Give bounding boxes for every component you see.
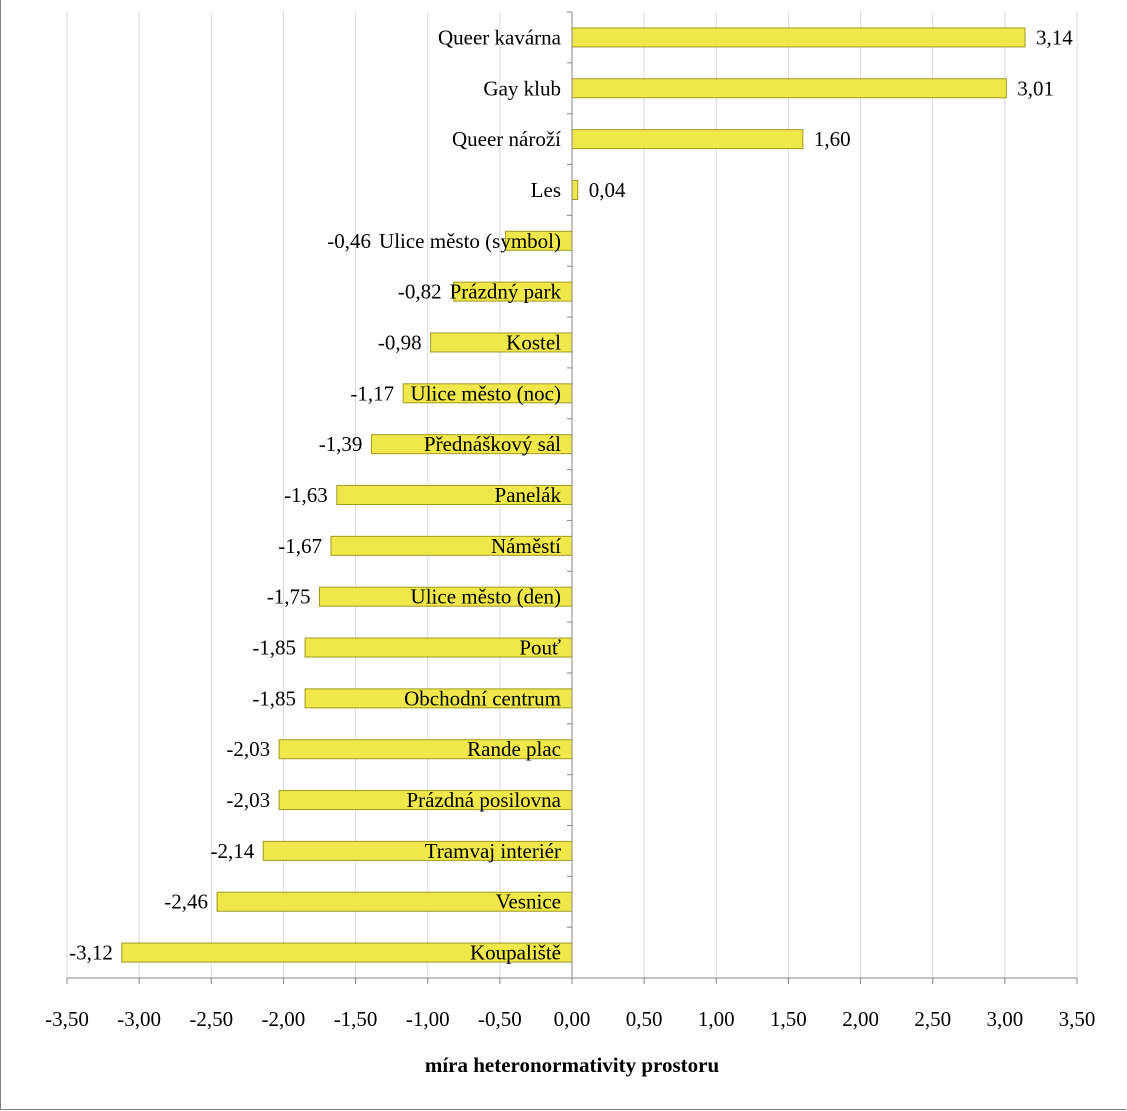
value-label: -2,03 (226, 788, 270, 812)
x-tick-label: 2,50 (914, 1007, 951, 1031)
category-label: Náměstí (491, 534, 561, 558)
value-label: -2,14 (210, 839, 254, 863)
x-tick-label: -2,50 (189, 1007, 233, 1031)
x-tick-label: 1,00 (698, 1007, 735, 1031)
value-label: -1,39 (319, 432, 363, 456)
category-label: Ulice město (noc) (411, 381, 561, 405)
value-label: -1,17 (350, 381, 394, 405)
value-label: -0,82 (398, 280, 442, 304)
category-label: Ulice město (symbol) (379, 229, 561, 253)
category-label: Tramvaj interiér (425, 839, 561, 863)
category-label: Queer kavárna (438, 25, 562, 49)
value-labels: 3,14 3,01 1,60 0,04 -0,46 -0,82 -0,98 -1,17 -1,3… (69, 25, 1073, 964)
axes (66, 11, 1078, 984)
category-labels: Queer kavárna Gay klub Queer nároží Les Ulic… (379, 25, 562, 964)
category-label: Pouť (519, 636, 561, 660)
category-label: Obchodní centrum (404, 686, 561, 710)
x-tick-labels: -3,50 -3,00 -2,50 -2,00 -1,50 -1,00 -0,50 0,00 0… (45, 1007, 1095, 1031)
value-label: -0,98 (378, 330, 422, 354)
x-tick-label: 1,50 (770, 1007, 807, 1031)
category-label: Přednáškový sál (424, 432, 561, 456)
category-label: Kostel (506, 330, 561, 354)
bars (121, 27, 1026, 963)
value-label: -2,03 (226, 737, 270, 761)
x-tick-label: 2,00 (842, 1007, 879, 1031)
category-label: Prázdná posilovna (406, 788, 561, 812)
x-tick-label: -0,50 (478, 1007, 522, 1031)
value-label: -2,46 (164, 890, 208, 914)
x-tick-label: 3,00 (986, 1007, 1023, 1031)
category-label: Prázdný park (450, 280, 562, 304)
x-tick-label: 0,50 (626, 1007, 663, 1031)
value-label: -1,67 (278, 534, 322, 558)
value-label: -3,12 (69, 941, 113, 965)
value-label: 1,60 (814, 127, 851, 151)
value-label: -1,63 (284, 483, 328, 507)
x-tick-label: 3,50 (1059, 1007, 1096, 1031)
x-tick-label: 0,00 (554, 1007, 591, 1031)
category-label: Queer nároží (452, 127, 561, 151)
value-label: -1,85 (252, 686, 296, 710)
value-label: 3,01 (1017, 76, 1054, 100)
value-label: 0,04 (589, 178, 626, 202)
x-tick-label: -3,50 (45, 1007, 89, 1031)
category-label: Ulice město (den) (411, 585, 561, 609)
category-label: Panelák (495, 483, 562, 507)
bar (571, 129, 804, 150)
x-axis-title: míra heteronormativity prostoru (425, 1053, 720, 1077)
category-label: Gay klub (483, 76, 561, 100)
bar (571, 179, 579, 200)
category-label: Rande plac (467, 737, 561, 761)
category-label: Koupaliště (470, 941, 561, 965)
value-label: -0,46 (327, 229, 371, 253)
bar (571, 27, 1026, 48)
x-tick-label: -1,50 (334, 1007, 378, 1031)
value-label: 3,14 (1036, 25, 1073, 49)
value-label: -1,75 (267, 585, 311, 609)
bar (571, 78, 1007, 99)
x-tick-label: -1,00 (406, 1007, 450, 1031)
category-label: Les (531, 178, 561, 202)
value-label: -1,85 (252, 636, 296, 660)
x-tick-label: -3,00 (117, 1007, 161, 1031)
category-label: Vesnice (496, 890, 561, 914)
x-tick-label: -2,00 (262, 1007, 306, 1031)
